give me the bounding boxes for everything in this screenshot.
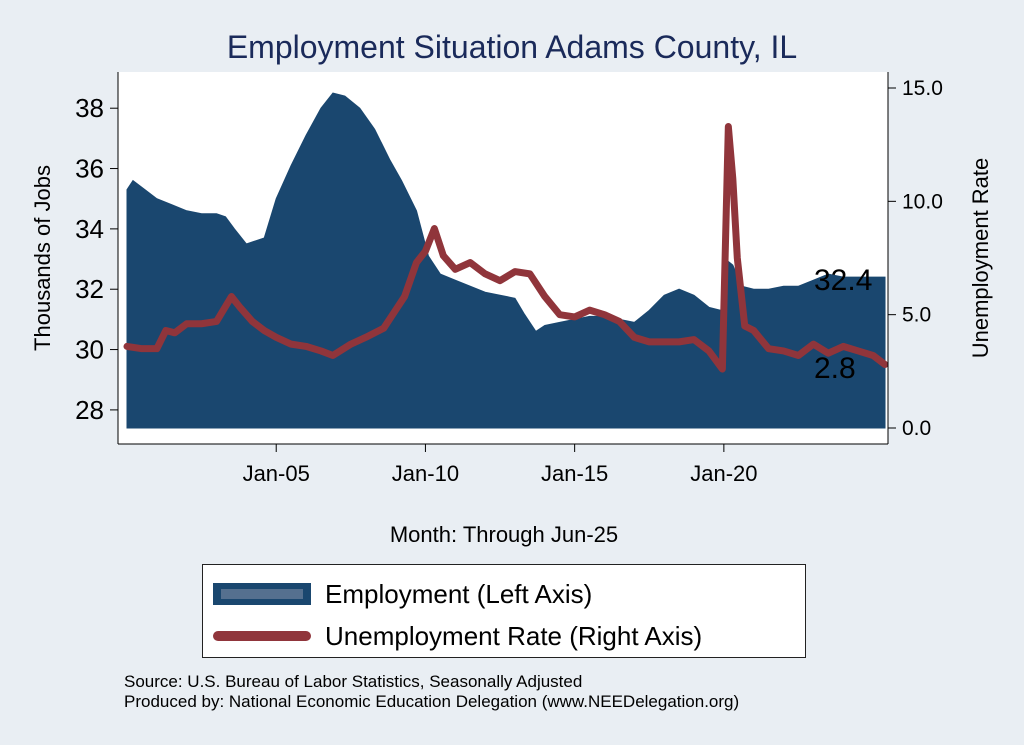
x-tick-label: Jan-15 [541, 461, 608, 486]
y-right-tick-label: 10.0 [902, 190, 943, 213]
legend-swatch-employment [213, 583, 311, 605]
chart-svg: Employment Situation Adams County, IL 28… [30, 29, 993, 547]
axes [117, 72, 889, 445]
y-right-tick-label: 15.0 [902, 77, 943, 100]
y-left-tick-label: 30 [75, 335, 104, 365]
x-axis-label: Month: Through Jun-25 [390, 522, 618, 547]
axis-ticks: 28 30 32 34 36 38 0.0 5.0 10.0 15.0 Jan-05 Jan-10 Ja… [75, 77, 943, 486]
legend-item-unemployment: Unemployment Rate (Right Axis) [203, 615, 805, 655]
source-line: Source: U.S. Bureau of Labor Statistics,… [124, 672, 583, 691]
legend-label-employment: Employment (Left Axis) [325, 579, 593, 609]
y-axis-left-label: Thousands of Jobs [30, 165, 55, 351]
y-left-tick-label: 28 [75, 395, 104, 425]
legend-item-employment: Employment (Left Axis) [203, 573, 805, 613]
y-left-tick-label: 32 [75, 274, 104, 304]
y-left-tick-label: 34 [75, 214, 104, 244]
legend: Employment (Left Axis) Unemployment Rate… [202, 564, 806, 658]
x-tick-label: Jan-20 [690, 461, 757, 486]
x-tick-label: Jan-05 [243, 461, 310, 486]
legend-swatch-unemployment [213, 631, 311, 641]
y-left-tick-label: 36 [75, 154, 104, 184]
source-footer: Source: U.S. Bureau of Labor Statistics,… [124, 672, 739, 712]
unemployment-end-label: 2.8 [814, 352, 856, 385]
y-right-tick-label: 5.0 [902, 304, 931, 327]
produced-by-line: Produced by: National Economic Education… [124, 692, 740, 711]
y-right-tick-label: 0.0 [902, 417, 931, 440]
unemployment-series [123, 123, 889, 373]
y-left-tick-label: 38 [75, 93, 104, 123]
chart-title: Employment Situation Adams County, IL [227, 29, 797, 65]
y-axis-right-label: Unemployment Rate [968, 158, 993, 359]
x-tick-label: Jan-10 [392, 461, 459, 486]
legend-label-unemployment: Unemployment Rate (Right Axis) [325, 621, 703, 651]
employment-end-label: 32.4 [814, 264, 872, 297]
